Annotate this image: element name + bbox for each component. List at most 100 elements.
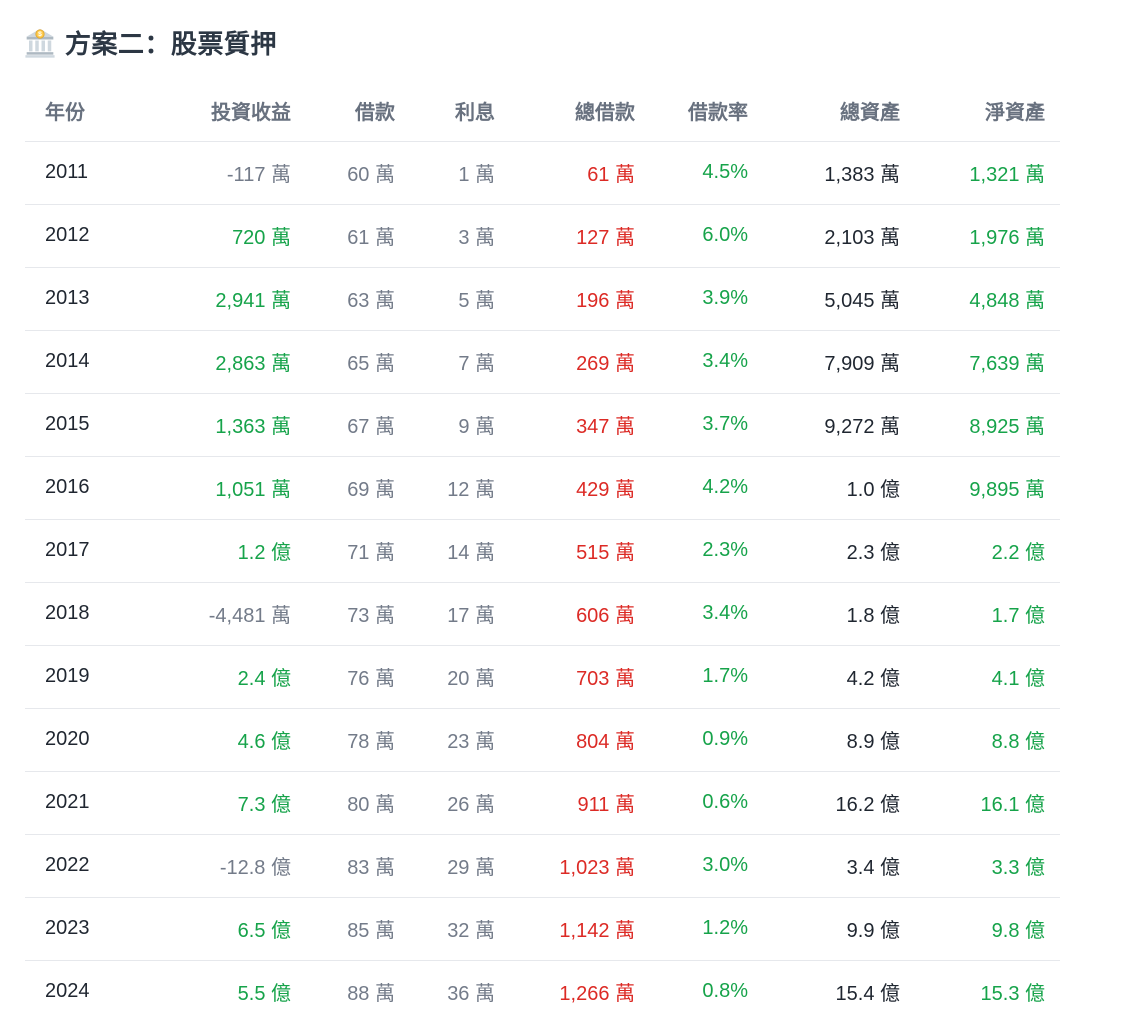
cell-interest: 32 萬 [395,897,495,961]
cell-investment-return: 720 萬 [145,204,291,268]
cell-investment-return: -117 萬 [145,141,291,205]
cell-interest: 12 萬 [395,456,495,520]
cell-borrow: 61 萬 [291,204,395,268]
cell-investment-return: 2,941 萬 [145,267,291,331]
cell-total-borrow: 703 萬 [495,645,635,709]
cell-total-assets: 3.4 億 [748,834,900,898]
table-row: 2018 -4,481 萬 73 萬 17 萬 606 萬 3.4% 1.8 億 1.7 億 [25,582,1060,646]
cell-net-assets: 7,639 萬 [900,330,1060,394]
page-title: $ 方案二：股票質押 [25,24,1132,61]
cell-total-assets: 1.8 億 [748,582,900,646]
cell-interest: 36 萬 [447,983,495,1006]
cell-borrow: 78 萬 [291,708,395,772]
cell-total-borrow: 61 萬 [495,141,635,205]
cell-investment-return: 5.5 億 [237,983,291,1006]
cell-interest: 29 萬 [395,834,495,898]
cell-total-borrow: 127 萬 [495,204,635,268]
column-header-total-assets: 總資產 [748,81,900,142]
cell-net-assets: 1,321 萬 [900,141,1060,205]
cell-total-assets: 1,383 萬 [748,141,900,205]
table-header: 年份 投資收益 借款 利息 總借款 借款率 總資產 淨資產 [25,81,1060,142]
cell-interest: 20 萬 [395,645,495,709]
cell-investment-return: 2.4 億 [145,645,291,709]
cell-total-borrow: 1,142 萬 [495,897,635,961]
page-title-text: 方案二：股票質押 [65,29,278,59]
cell-borrow: 65 萬 [291,330,395,394]
cell-net-assets: 16.1 億 [900,771,1060,835]
cell-borrow-rate: 3.7% [635,393,748,457]
cell-total-assets: 9,272 萬 [748,393,900,457]
column-header-year: 年份 [25,81,145,142]
table-row: 2016 1,051 萬 69 萬 12 萬 429 萬 4.2% 1.0 億 9,895 萬 [25,456,1060,520]
cell-total-borrow: 269 萬 [495,330,635,394]
cell-total-assets: 2.3 億 [748,519,900,583]
cell-net-assets: 1.7 億 [900,582,1060,646]
cell-net-assets: 9,895 萬 [900,456,1060,520]
cell-borrow-rate: 6.0% [635,204,748,268]
cell-year: 2013 [25,267,145,331]
cell-net-assets: 2.2 億 [900,519,1060,583]
cell-net-assets: 9.8 億 [900,897,1060,961]
cell-borrow-rate: 3.9% [635,267,748,331]
table-row: 2019 2.4 億 76 萬 20 萬 703 萬 1.7% 4.2 億 4.1 億 [25,645,1060,709]
cell-total-assets: 16.2 億 [748,771,900,835]
table-row: 2024 5.5 億 88 萬 36 萬 1,266 萬 0.8% 15.4 億 15.3 億 [25,960,1060,1020]
cell-interest: 26 萬 [395,771,495,835]
cell-interest: 17 萬 [395,582,495,646]
cell-interest: 14 萬 [395,519,495,583]
cell-total-assets: 8.9 億 [748,708,900,772]
cell-borrow-rate: 4.5% [635,141,748,205]
table-row: 2022 -12.8 億 83 萬 29 萬 1,023 萬 3.0% 3.4 億 3.3 億 [25,834,1060,898]
table-row: 2021 7.3 億 80 萬 26 萬 911 萬 0.6% 16.2 億 16.1 億 [25,771,1060,835]
cell-investment-return: -4,481 萬 [145,582,291,646]
column-header-investment-return: 投資收益 [145,81,291,142]
cell-net-assets: 1,976 萬 [900,204,1060,268]
cell-net-assets: 8,925 萬 [900,393,1060,457]
cell-year: 2015 [25,393,145,457]
cell-total-assets: 9.9 億 [748,897,900,961]
bank-icon: $ [25,28,55,58]
cell-borrow: 63 萬 [291,267,395,331]
cell-borrow-rate: 0.6% [635,771,748,835]
column-header-borrow-rate: 借款率 [635,81,748,142]
cell-borrow-rate: 3.0% [635,834,748,898]
cell-total-assets: 7,909 萬 [748,330,900,394]
cell-total-borrow: 606 萬 [495,582,635,646]
cell-borrow-rate: 1.7% [635,645,748,709]
cell-investment-return: -12.8 億 [145,834,291,898]
cell-year: 2012 [25,204,145,268]
cell-investment-return: 6.5 億 [145,897,291,961]
cell-total-assets: 2,103 萬 [748,204,900,268]
cell-year: 2021 [25,771,145,835]
cell-borrow-rate: 0.8% [702,980,748,1003]
cell-interest: 1 萬 [395,141,495,205]
cell-investment-return: 7.3 億 [145,771,291,835]
cell-year: 2016 [25,456,145,520]
column-header-total-borrow: 總借款 [495,81,635,142]
cell-net-assets: 4,848 萬 [900,267,1060,331]
cell-total-borrow: 196 萬 [495,267,635,331]
cell-borrow: 69 萬 [291,456,395,520]
cell-year: 2024 [45,980,90,1003]
cell-year: 2017 [25,519,145,583]
table-row: 2020 4.6 億 78 萬 23 萬 804 萬 0.9% 8.9 億 8.8 億 [25,708,1060,772]
cell-year: 2014 [25,330,145,394]
cell-net-assets: 3.3 億 [900,834,1060,898]
cell-borrow-rate: 1.2% [635,897,748,961]
column-header-borrow: 借款 [291,81,395,142]
cell-total-borrow: 429 萬 [495,456,635,520]
cell-borrow: 88 萬 [347,983,395,1006]
cell-total-assets: 1.0 億 [748,456,900,520]
cell-total-borrow: 347 萬 [495,393,635,457]
cell-investment-return: 1,363 萬 [145,393,291,457]
cell-borrow: 73 萬 [291,582,395,646]
cell-borrow: 83 萬 [291,834,395,898]
cell-borrow: 67 萬 [291,393,395,457]
cell-total-assets: 15.4 億 [835,983,900,1006]
cell-borrow: 80 萬 [291,771,395,835]
cell-net-assets: 15.3 億 [980,983,1045,1006]
